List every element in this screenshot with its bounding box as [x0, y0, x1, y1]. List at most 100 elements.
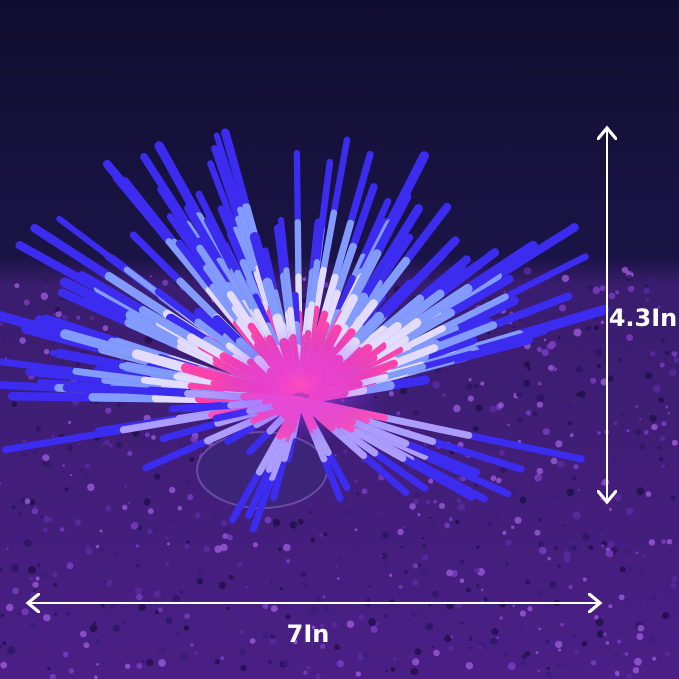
pebble	[97, 502, 100, 506]
pebble	[57, 359, 64, 366]
pebble	[279, 587, 283, 591]
pebble	[432, 590, 439, 598]
pebble	[22, 439, 26, 443]
pebble	[337, 443, 340, 447]
pebble	[0, 567, 3, 572]
pebble	[487, 522, 492, 527]
pebble	[607, 540, 615, 548]
pebble	[585, 325, 592, 332]
pebble	[93, 621, 97, 626]
pebble	[491, 628, 499, 636]
pebble	[628, 285, 635, 293]
pebble	[542, 428, 550, 436]
pebble	[157, 607, 163, 613]
pebble	[51, 434, 55, 438]
pebble	[49, 517, 53, 522]
pebble	[582, 577, 587, 582]
pebble	[0, 661, 8, 669]
pebble	[544, 463, 547, 466]
pebble	[584, 403, 588, 407]
pebble	[490, 637, 498, 645]
pebble	[500, 467, 507, 474]
pebble	[48, 267, 55, 274]
pebble	[576, 392, 581, 398]
pebble	[319, 623, 325, 629]
pebble	[507, 662, 516, 671]
pebble	[575, 344, 583, 351]
pebble	[310, 606, 318, 615]
pebble	[49, 673, 56, 679]
pebble	[617, 307, 625, 314]
pebble	[669, 369, 677, 377]
pebble	[626, 334, 633, 341]
pebble	[336, 660, 345, 668]
pebble	[460, 621, 464, 625]
pebble	[420, 529, 423, 533]
pebble	[532, 481, 536, 485]
height-label: 4.3In	[609, 304, 678, 332]
pebble	[520, 660, 527, 667]
pebble	[512, 604, 515, 608]
pebble	[648, 636, 655, 643]
pebble	[311, 625, 316, 630]
pebble	[162, 279, 169, 286]
pebble	[95, 544, 100, 549]
pebble	[214, 659, 220, 665]
pebble	[24, 498, 31, 505]
pebble	[102, 325, 109, 331]
pebble	[635, 405, 638, 408]
pebble	[83, 642, 90, 649]
pebble	[285, 614, 291, 620]
pebble	[355, 492, 360, 496]
pebble	[252, 542, 258, 548]
pebble	[412, 563, 418, 569]
pebble	[43, 614, 51, 622]
pebble	[264, 516, 272, 524]
pebble	[222, 533, 229, 539]
pebble	[564, 418, 567, 421]
pebble	[505, 562, 509, 566]
pebble	[549, 492, 557, 500]
pebble	[657, 445, 662, 450]
pebble	[240, 664, 247, 672]
pebble	[557, 460, 565, 468]
pebble	[127, 501, 130, 504]
pebble	[523, 267, 532, 275]
pebble	[65, 611, 70, 616]
pebble	[460, 559, 465, 564]
pebble	[66, 444, 74, 452]
pebble	[566, 488, 575, 497]
pebble	[177, 505, 183, 511]
pebble	[560, 622, 564, 627]
pebble	[525, 410, 532, 416]
pebble	[428, 603, 432, 607]
pebble	[36, 286, 39, 290]
pebble	[444, 634, 452, 643]
pebble	[556, 563, 562, 569]
pebble	[354, 528, 358, 532]
pebble	[306, 665, 311, 670]
pebble	[670, 583, 677, 589]
pebble	[0, 644, 2, 649]
pebble	[659, 457, 663, 461]
pebble	[539, 540, 545, 546]
pebble	[660, 338, 666, 343]
pebble	[517, 417, 523, 424]
pebble	[40, 515, 43, 519]
pebble	[456, 498, 461, 503]
pebble	[652, 384, 661, 393]
pebble	[428, 478, 434, 484]
pebble	[105, 579, 113, 587]
pebble	[358, 614, 365, 621]
pebble	[648, 539, 656, 546]
pebble	[23, 299, 30, 306]
pebble	[420, 567, 428, 575]
pebble	[193, 651, 198, 655]
pebble	[524, 651, 531, 657]
pebble	[227, 534, 233, 541]
pebble	[600, 320, 605, 324]
pebble	[620, 424, 623, 427]
pebble	[546, 341, 550, 345]
pebble	[292, 639, 298, 645]
pebble	[561, 524, 565, 527]
